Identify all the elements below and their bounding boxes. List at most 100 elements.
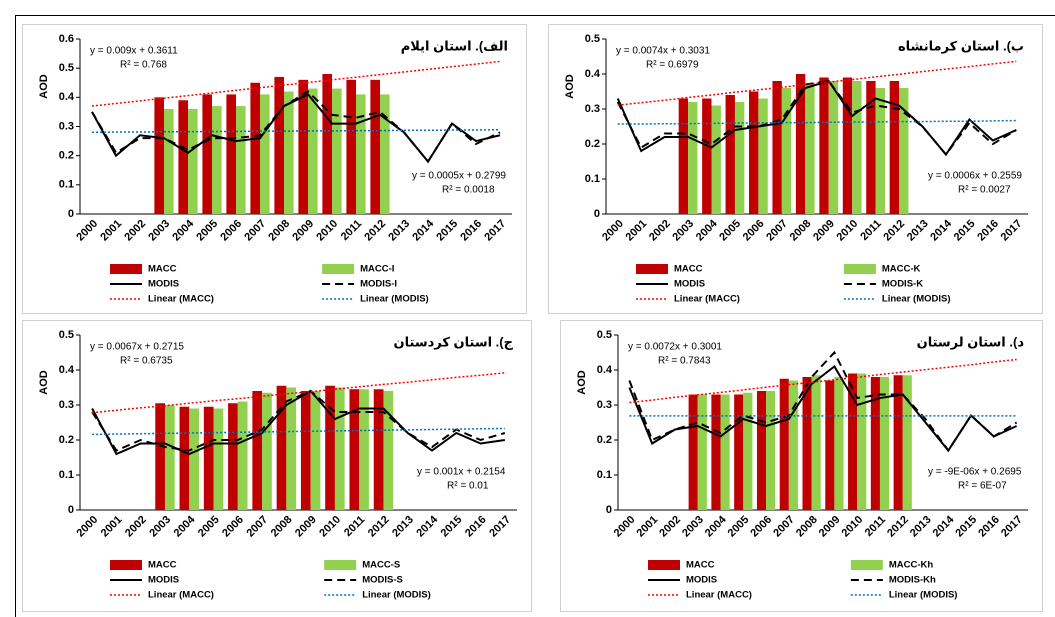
line [616, 79, 1017, 157]
x-tick-label: 2015 [439, 514, 465, 540]
bar [274, 76, 284, 214]
x-tick-label: 2008 [788, 218, 814, 244]
line [91, 128, 501, 134]
panel-border [22, 320, 532, 612]
legend-swatch [110, 560, 142, 570]
x-tick-label: 2007 [242, 218, 268, 244]
x-tick-label: 2002 [122, 218, 148, 244]
y-axis-label: AOD [564, 74, 576, 99]
y-tick-label: 0.5 [59, 329, 74, 341]
line [628, 350, 1018, 453]
x-tick-label: 2000 [75, 514, 101, 540]
legend-label: MACC [674, 264, 703, 275]
bar [902, 375, 912, 510]
x-tick-label: 2016 [458, 218, 484, 244]
x-tick-label: 2004 [170, 217, 196, 243]
trend-equation: R² = 0.7843 [658, 356, 711, 367]
line [91, 389, 506, 452]
x-tick-label: 2001 [99, 514, 125, 540]
x-tick-label: 2012 [366, 514, 392, 540]
x-tick-label: 2000 [74, 218, 100, 244]
y-tick-label: 0.6 [59, 33, 74, 45]
legend-swatch [636, 264, 668, 274]
x-tick-label: 2017 [999, 218, 1025, 244]
trend-equation: R² = 0.01 [447, 481, 489, 492]
legend-label: MODIS-K [882, 279, 923, 290]
bar [310, 391, 321, 510]
legend-label: Linear (MACC) [148, 294, 214, 305]
y-tick-label: 0.4 [59, 91, 75, 103]
bar [725, 95, 735, 214]
bar [334, 387, 345, 510]
x-tick-label: 2009 [290, 218, 316, 244]
bar [678, 98, 689, 214]
bar [322, 74, 332, 214]
bar [879, 377, 890, 510]
bar [756, 391, 767, 510]
x-tick-label: 2013 [390, 514, 416, 540]
bar [370, 79, 380, 214]
bar [711, 394, 721, 510]
y-tick-label: 0.4 [59, 364, 75, 376]
y-tick-label: 0.2 [597, 434, 612, 446]
x-tick-label: 2014 [931, 513, 957, 539]
x-tick-label: 2000 [612, 514, 638, 540]
chart-panel: 0 0.1 0.2 0.3 0.4 0.5 0.6 AOD الف). استان ایلام 2… [22, 24, 527, 314]
x-tick-label: 2014 [928, 217, 954, 243]
panel-border [560, 320, 1043, 612]
panel-border [548, 24, 1043, 314]
y-tick-label: 0.2 [59, 150, 74, 162]
x-tick-label: 2014 [414, 513, 440, 539]
x-tick-label: 2013 [908, 514, 934, 540]
legend-label: MACC-I [360, 264, 394, 275]
bar [779, 378, 789, 510]
bar [359, 389, 369, 510]
bar [260, 94, 270, 214]
bar [179, 406, 190, 510]
bar [875, 88, 885, 214]
x-tick-label: 2009 [293, 514, 319, 540]
x-tick-label: 2011 [863, 514, 888, 539]
x-tick-label: 2008 [269, 514, 295, 540]
legend-label: MODIS [148, 279, 179, 290]
trend-equation: R² = 0.6979 [646, 60, 699, 71]
bar [356, 94, 366, 214]
trend-equation: R² = 6E-07 [958, 481, 1007, 492]
y-tick-label: 0.5 [597, 329, 612, 341]
x-tick-label: 2011 [342, 514, 367, 539]
trend-equation: y = 0.0006x + 0.2559 [928, 171, 1022, 182]
bar [373, 389, 384, 510]
y-axis-label: AOD [576, 370, 588, 395]
frame [15, 15, 1055, 617]
trend-equation: R² = 0.768 [120, 60, 167, 71]
x-tick-label: 2002 [657, 514, 683, 540]
chart-title: ب). استان کرمانشاه [898, 38, 1024, 53]
x-tick-label: 2003 [670, 218, 696, 244]
legend-label: MODIS-I [360, 279, 397, 290]
x-tick-label: 2008 [266, 218, 292, 244]
legend-swatch [850, 560, 883, 570]
trend-equation: y = -9E-06x + 0.2695 [928, 467, 1022, 478]
trend-equation: R² = 0.0027 [958, 185, 1011, 196]
bar [866, 81, 876, 214]
bar [164, 109, 174, 214]
x-tick-label: 2006 [220, 514, 246, 540]
x-tick-label: 2012 [881, 218, 907, 244]
bar [819, 77, 829, 214]
x-tick-label: 2011 [339, 218, 364, 243]
bar [332, 88, 342, 214]
line [91, 90, 501, 164]
legend-swatch [322, 264, 355, 274]
x-tick-label: 2007 [771, 514, 797, 540]
bar [154, 97, 164, 214]
bar [870, 377, 880, 510]
line [91, 389, 506, 456]
x-tick-label: 2009 [817, 514, 843, 540]
panel-border [22, 24, 527, 314]
x-tick-label: 2004 [703, 513, 729, 539]
line [617, 60, 1017, 106]
legend-label: Linear (MODIS) [360, 294, 429, 305]
line [616, 79, 1017, 157]
x-tick-label: 2006 [218, 218, 244, 244]
